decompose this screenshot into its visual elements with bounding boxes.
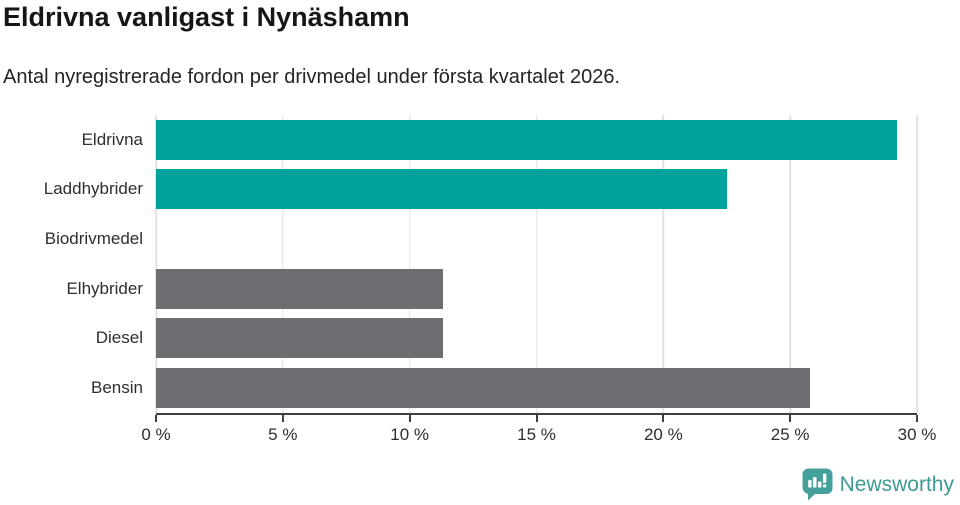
x-axis-tick (281, 415, 284, 422)
category-label: Laddhybrider (43, 179, 143, 199)
gridline (282, 115, 284, 413)
bar-chart: Eldrivna Laddhybrider Biodrivmedel Elhybrid… (0, 115, 960, 460)
category-label: Elhybrider (66, 278, 143, 298)
bar-row (156, 363, 917, 413)
brand-footer: Newsworthy (802, 468, 954, 501)
bar-rows (156, 115, 917, 413)
gridline (662, 115, 665, 413)
x-axis-tick-label: 5 % (268, 425, 298, 444)
plot-area (155, 115, 918, 415)
x-axis-tick (789, 415, 792, 422)
chart-subtitle: Antal nyregistrerade fordon per drivmede… (3, 66, 621, 88)
gridline (155, 115, 157, 413)
newsworthy-logo-icon (802, 468, 833, 501)
bar-elhybrider (156, 268, 443, 309)
x-axis-tick-label: 15 % (517, 425, 556, 444)
category-label: Bensin (91, 378, 143, 398)
category-label: Diesel (95, 328, 143, 348)
x-axis-tick-label: 20 % (643, 425, 683, 444)
bar-row (156, 314, 917, 364)
x-axis-tick-label: 25 % (770, 425, 810, 444)
x-axis-tick-label: 10 % (390, 425, 430, 444)
category-label: Eldrivna (81, 129, 143, 149)
x-axis-tick (662, 415, 665, 422)
chart-title: Eldrivna vanligast i Nynäshamn (3, 2, 410, 32)
category-labels: Eldrivna Laddhybrider Biodrivmedel Elhybrid… (0, 115, 143, 413)
gridline (535, 115, 538, 413)
gridline (789, 115, 791, 413)
gridline (408, 115, 411, 413)
logo-bars-glyph (807, 473, 826, 488)
bar-eldrivna (156, 119, 897, 160)
bar-laddhybrider (156, 169, 727, 210)
x-axis-tick (535, 415, 538, 422)
gridline (916, 115, 918, 413)
category-label: Biodrivmedel (44, 229, 143, 249)
x-axis-tick (916, 415, 918, 422)
x-axis-tick (408, 415, 411, 422)
bar-diesel (156, 318, 443, 359)
bar-row (156, 264, 917, 314)
bar-row (156, 115, 917, 165)
x-axis-tick (155, 415, 157, 422)
bar-row (156, 165, 917, 215)
x-axis-tick-label: 0 % (141, 425, 171, 444)
bar-bensin (156, 368, 811, 409)
bar-row (156, 214, 917, 264)
brand-name: Newsworthy (839, 472, 954, 496)
x-axis-tick-label: 30 % (897, 425, 937, 444)
